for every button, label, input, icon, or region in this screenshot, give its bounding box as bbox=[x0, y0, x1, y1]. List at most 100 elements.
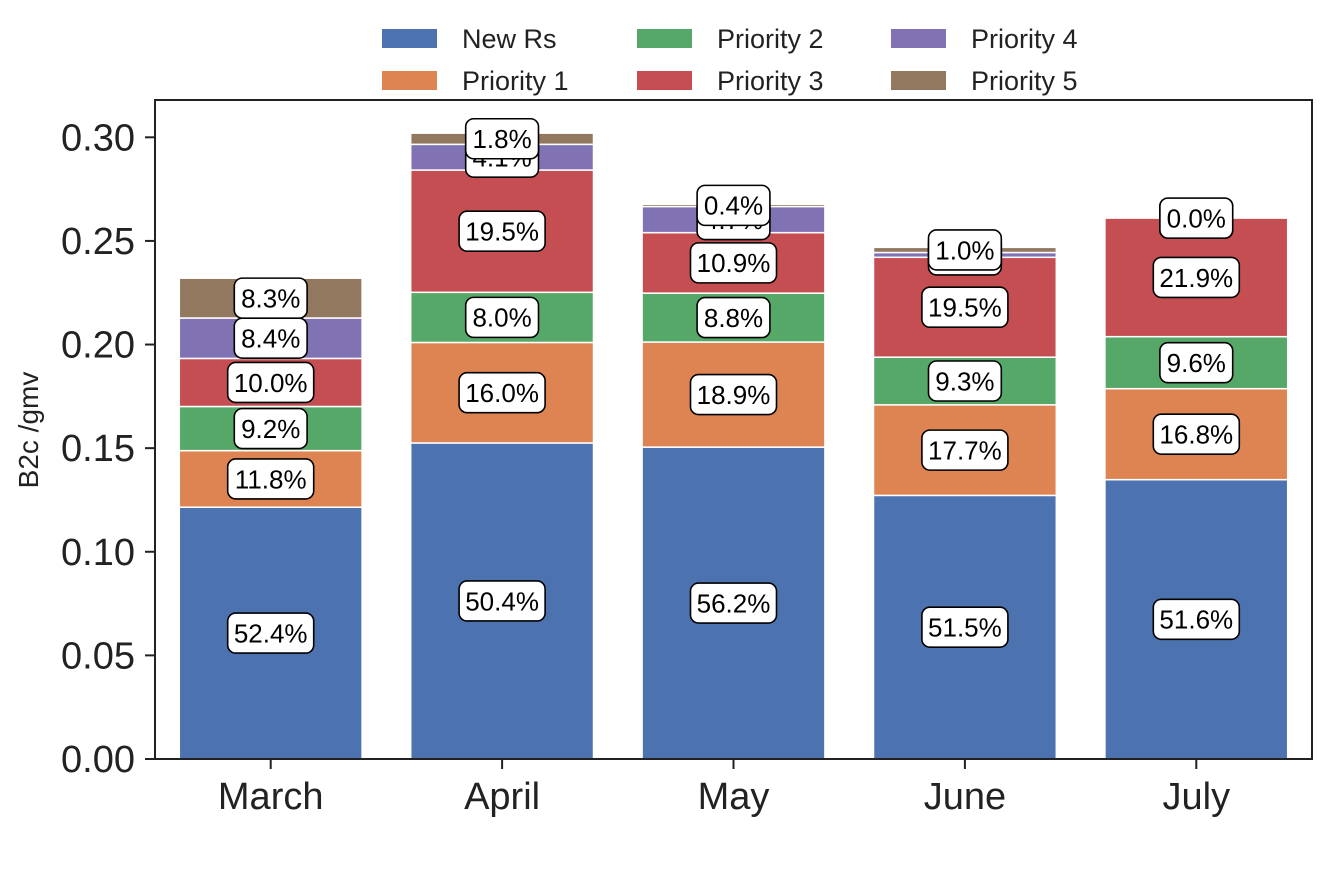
percent-label: 16.0% bbox=[458, 371, 546, 414]
percent-label: 51.5% bbox=[921, 606, 1009, 649]
percent-label-text: 0.0% bbox=[1167, 203, 1226, 233]
percent-label-box bbox=[233, 277, 308, 319]
percent-label-text: 0.4% bbox=[704, 191, 763, 221]
bar-segment bbox=[409, 341, 595, 444]
legend-entry: New Rs bbox=[382, 24, 557, 54]
percent-label-text: 8.0% bbox=[472, 303, 531, 333]
percent-label: 1.0% bbox=[927, 229, 1003, 271]
percent-label-box bbox=[689, 242, 778, 284]
percent-label-box bbox=[921, 286, 1009, 329]
percent-label-box bbox=[927, 360, 1003, 402]
percent-label-text: 1.8% bbox=[472, 124, 531, 154]
legend-entry: Priority 2 bbox=[637, 24, 824, 54]
percent-label-text: 51.5% bbox=[928, 613, 1002, 643]
percent-label-box bbox=[464, 296, 540, 339]
percent-label: 8.3% bbox=[233, 277, 308, 319]
percent-label-text: 19.5% bbox=[465, 217, 539, 247]
percent-label-box bbox=[226, 458, 315, 500]
percent-label: 19.5% bbox=[921, 286, 1009, 329]
percent-label-box bbox=[1152, 256, 1241, 299]
legend-label: Priority 4 bbox=[971, 24, 1078, 54]
legend-swatch bbox=[891, 71, 946, 90]
legend-swatch bbox=[382, 71, 437, 90]
percent-label: 51.6% bbox=[1152, 598, 1241, 641]
percent-label-box bbox=[226, 612, 315, 654]
percent-label: 10.9% bbox=[689, 242, 778, 284]
legend-entry: Priority 3 bbox=[637, 66, 824, 96]
percent-label-text: 19.5% bbox=[928, 293, 1002, 323]
percent-label: 9.6% bbox=[1159, 341, 1234, 384]
percent-label-box bbox=[927, 229, 1003, 271]
y-tick-label: 0.20 bbox=[61, 325, 135, 367]
legend-entry: Priority 5 bbox=[891, 66, 1078, 96]
legend: New Rs Priority 1 Priority 2 Priority 3 Prio… bbox=[382, 24, 1078, 96]
percent-label-box bbox=[1159, 341, 1234, 384]
legend-swatch bbox=[891, 29, 946, 48]
percent-label-text: 9.2% bbox=[241, 414, 300, 444]
x-axis: March April May June July bbox=[218, 759, 1230, 818]
y-tick-label: 0.15 bbox=[61, 428, 135, 470]
percent-label: 16.8% bbox=[1152, 413, 1241, 455]
percent-label-box bbox=[233, 407, 308, 450]
y-axis-label: B2c /gmv bbox=[13, 372, 44, 489]
percent-label: 18.9% bbox=[689, 373, 778, 416]
percent-label-text: 9.6% bbox=[1167, 348, 1226, 378]
legend-entry: Priority 1 bbox=[382, 66, 569, 96]
percent-label-box bbox=[458, 210, 546, 252]
percent-label: 17.7% bbox=[921, 429, 1009, 471]
percent-label: 0.4% bbox=[696, 184, 771, 227]
percent-label: 0.0% bbox=[1159, 197, 1234, 239]
percent-label-text: 10.9% bbox=[697, 248, 771, 278]
percent-label-text: 9.3% bbox=[935, 366, 994, 396]
percent-label-box bbox=[921, 606, 1009, 649]
y-tick-label: 0.05 bbox=[61, 635, 135, 677]
y-tick-label: 0.30 bbox=[61, 117, 135, 159]
percent-label: 21.9% bbox=[1152, 256, 1241, 299]
percent-label: 1.8% bbox=[464, 117, 540, 160]
percent-label-text: 11.8% bbox=[235, 464, 307, 494]
percent-label: 11.8% bbox=[226, 458, 315, 500]
legend-label: Priority 1 bbox=[462, 66, 569, 96]
percent-label: 19.5% bbox=[458, 210, 546, 252]
percent-label-box bbox=[458, 371, 546, 414]
legend-swatch bbox=[382, 29, 437, 48]
legend-label: Priority 3 bbox=[717, 66, 824, 96]
percent-label-box bbox=[696, 184, 771, 227]
legend-swatch bbox=[637, 29, 692, 48]
y-tick-label: 0.00 bbox=[61, 739, 135, 781]
percent-label-box bbox=[458, 580, 546, 622]
percent-label-text: 17.7% bbox=[928, 435, 1002, 465]
legend-entry: Priority 4 bbox=[891, 24, 1078, 54]
percent-labels-group: 52.4% 11.8% 9.2% 10.0% 8.4% 8.3% 50.4% 16.0% 8.0… bbox=[226, 117, 1241, 654]
y-tick-label: 0.10 bbox=[61, 532, 135, 574]
percent-label-box bbox=[696, 296, 771, 339]
x-tick-label: April bbox=[464, 776, 540, 818]
x-tick-label: June bbox=[924, 776, 1006, 818]
legend-label: New Rs bbox=[462, 24, 557, 54]
percent-label-text: 16.0% bbox=[465, 378, 539, 408]
percent-label-text: 52.4% bbox=[234, 618, 308, 648]
percent-label: 52.4% bbox=[226, 612, 315, 654]
y-tick-label: 0.25 bbox=[61, 221, 135, 263]
percent-label-text: 8.4% bbox=[241, 324, 300, 354]
percent-label: 8.0% bbox=[464, 296, 540, 339]
percent-label-text: 56.2% bbox=[697, 588, 771, 618]
percent-label-text: 16.8% bbox=[1159, 420, 1233, 450]
percent-label-text: 50.4% bbox=[465, 586, 539, 616]
percent-label: 10.0% bbox=[226, 361, 315, 404]
percent-label-text: 8.8% bbox=[704, 303, 763, 333]
percent-label: 8.8% bbox=[696, 296, 771, 339]
percent-label: 56.2% bbox=[689, 582, 778, 624]
percent-label: 50.4% bbox=[458, 580, 546, 622]
percent-label-box bbox=[1159, 197, 1234, 239]
y-axis: 0.00 0.05 0.10 0.15 0.20 0.25 0.30 bbox=[61, 117, 155, 781]
percent-label-box bbox=[921, 429, 1009, 471]
x-tick-label: July bbox=[1163, 776, 1231, 818]
legend-label: Priority 2 bbox=[717, 24, 824, 54]
percent-label-text: 21.9% bbox=[1159, 263, 1233, 293]
percent-label-box bbox=[689, 582, 778, 624]
legend-swatch bbox=[637, 71, 692, 90]
x-tick-label: May bbox=[698, 776, 770, 818]
